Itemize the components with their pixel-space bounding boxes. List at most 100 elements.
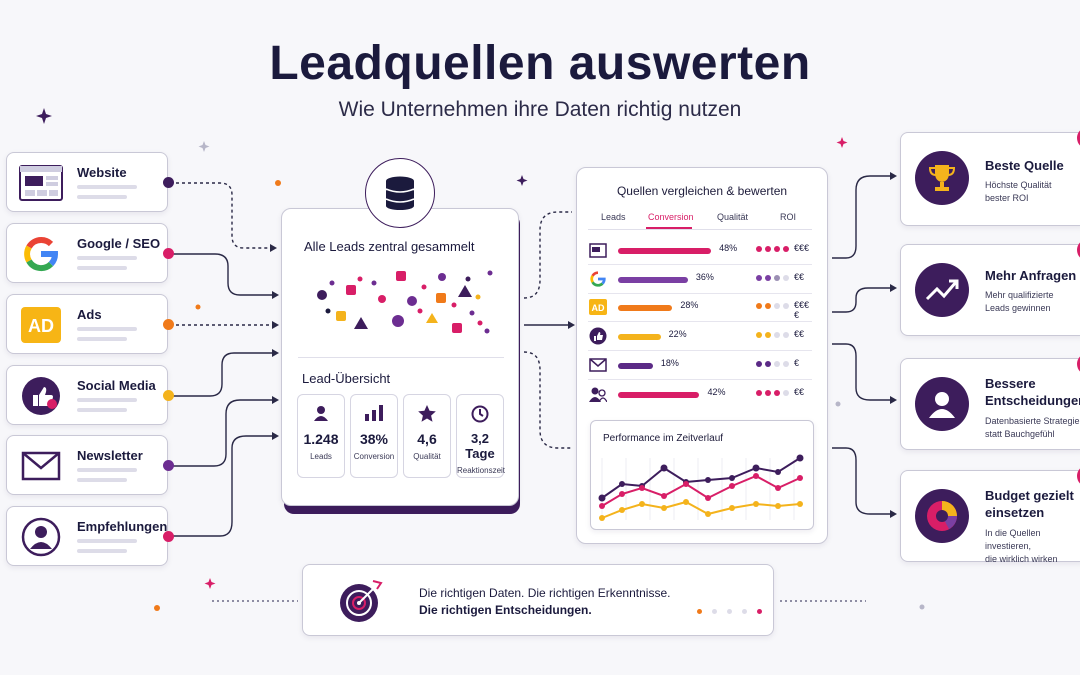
- comparison-row[interactable]: 22% €€: [588, 324, 814, 350]
- footer-line-1: Die richtigen Daten. Die richtigen Erken…: [419, 586, 671, 600]
- database-icon: [365, 158, 435, 228]
- envelope-icon: [588, 355, 608, 375]
- conversion-bar: [618, 276, 688, 283]
- source-label: Empfehlungen: [77, 519, 168, 534]
- comparison-row[interactable]: 42% €€: [588, 382, 814, 408]
- footer-dots: [697, 609, 762, 614]
- source-card-empfehlungen[interactable]: Empfehlungen: [6, 506, 174, 566]
- row-divider: [588, 264, 812, 265]
- connector-dot: [163, 390, 174, 401]
- website-icon: [588, 240, 608, 260]
- roi-value: €€: [794, 329, 805, 340]
- outcome-card-budget[interactable]: Budget gezielt einsetzen In die Quellen …: [900, 465, 1080, 564]
- rating-dot: [765, 332, 771, 339]
- roi-value: €€€: [794, 243, 810, 253]
- comparison-row[interactable]: 18% €: [588, 353, 814, 379]
- outcome-card-best-source[interactable]: Beste Quelle Höchste Qualität bester ROI: [900, 127, 1080, 226]
- bar-chart-icon: [351, 405, 397, 425]
- thumbs-up-icon: [19, 376, 63, 416]
- tab-roi[interactable]: ROI: [780, 212, 797, 222]
- stat-label: Conversion: [353, 452, 395, 461]
- rating-dot: [765, 389, 771, 396]
- people-icon: [588, 384, 608, 404]
- source-label: Newsletter: [77, 448, 143, 463]
- source-card-google[interactable]: Google / SEO: [6, 223, 174, 283]
- outcome-title: Budget gezielt einsetzen: [985, 488, 1074, 520]
- rating-dot: [774, 360, 780, 367]
- comparison-row[interactable]: 48% €€€: [588, 238, 814, 264]
- text-placeholder-line: [77, 468, 137, 472]
- tab-quality[interactable]: Qualität: [717, 212, 749, 222]
- text-placeholder-line: [77, 549, 127, 553]
- tabs-divider: [588, 229, 812, 230]
- connector-dot: [163, 248, 174, 259]
- outcome-desc: Mehr qualifizierte Leads gewinnen: [985, 290, 1054, 313]
- google-icon: [19, 234, 63, 274]
- quality-rating: [756, 303, 792, 310]
- rating-dot: [783, 332, 789, 339]
- connector-dot: [163, 177, 174, 188]
- rating-dot: [774, 389, 780, 396]
- source-card-newsletter[interactable]: Newsletter: [6, 435, 174, 495]
- comparison-row[interactable]: 36% €€: [588, 267, 814, 293]
- conversion-value: 42%: [707, 386, 726, 397]
- stat-value: 1.248: [303, 431, 339, 447]
- source-card-ads[interactable]: AD Ads: [6, 294, 174, 354]
- series-line-yellow: [601, 500, 801, 519]
- source-card-website[interactable]: Website: [6, 152, 174, 212]
- rating-dot: [756, 274, 762, 281]
- rating-dot: [783, 389, 789, 396]
- outcome-card-better-decisions[interactable]: Bessere Entscheidungen Datenbasierte Str…: [900, 353, 1080, 450]
- check-icon: [1077, 127, 1080, 149]
- footer-line-2: Die richtigen Entscheidungen.: [419, 603, 592, 617]
- rating-dot: [774, 246, 780, 252]
- conversion-value: 18%: [660, 357, 679, 368]
- rating-dot: [774, 332, 780, 339]
- quality-rating: [756, 360, 792, 367]
- comparison-row[interactable]: AD 28% €€€€: [588, 295, 814, 321]
- conversion-value: 28%: [680, 300, 699, 311]
- roi-value: €€€€: [794, 300, 810, 321]
- rating-dot: [756, 389, 762, 396]
- connector-dot: [163, 460, 174, 471]
- outcome-desc: In die Quellen investieren, die wirklich…: [985, 528, 1058, 564]
- rating-dot: [756, 360, 762, 367]
- conversion-bar: [618, 362, 653, 369]
- quality-rating: [756, 389, 792, 396]
- check-icon: [1077, 465, 1080, 487]
- lead-scatter: [317, 270, 493, 334]
- quality-rating: [756, 274, 792, 281]
- source-label: Social Media: [77, 378, 156, 393]
- tab-active-underline: [646, 227, 692, 229]
- tab-conversion[interactable]: Conversion: [648, 212, 694, 222]
- source-card-social-media[interactable]: Social Media: [6, 365, 174, 425]
- trend-up-icon: [915, 263, 969, 317]
- target-icon: [339, 579, 383, 622]
- person-icon: [915, 377, 969, 431]
- text-placeholder-line: [77, 478, 127, 482]
- source-label: Ads: [77, 307, 102, 322]
- series-line-magenta: [601, 474, 801, 507]
- rating-dot: [756, 332, 762, 339]
- divider: [298, 357, 504, 358]
- text-placeholder-line: [77, 398, 137, 402]
- source-label: Website: [77, 165, 127, 180]
- conversion-bar: [618, 248, 712, 254]
- connector-dot: [163, 531, 174, 542]
- person-icon: [19, 517, 63, 557]
- conversion-bar: [618, 334, 661, 341]
- text-placeholder-line: [77, 539, 137, 543]
- check-icon: [1077, 239, 1080, 261]
- svg-text:AD: AD: [28, 316, 54, 336]
- tab-leads[interactable]: Leads: [601, 212, 626, 222]
- outcome-card-more-requests[interactable]: Mehr Anfragen Mehr qualifizierte Leads g…: [900, 239, 1080, 336]
- envelope-icon: [19, 446, 63, 486]
- rating-dot: [756, 303, 762, 310]
- text-placeholder-line: [77, 195, 127, 199]
- conversion-bar: [618, 391, 700, 398]
- text-placeholder-line: [77, 337, 127, 341]
- outcome-desc: Datenbasierte Strategie statt Bauchgefüh…: [985, 416, 1080, 439]
- collect-title: Alle Leads zentral gesammelt: [304, 239, 475, 254]
- page-subtitle: Wie Unternehmen ihre Daten richtig nutze…: [338, 98, 742, 121]
